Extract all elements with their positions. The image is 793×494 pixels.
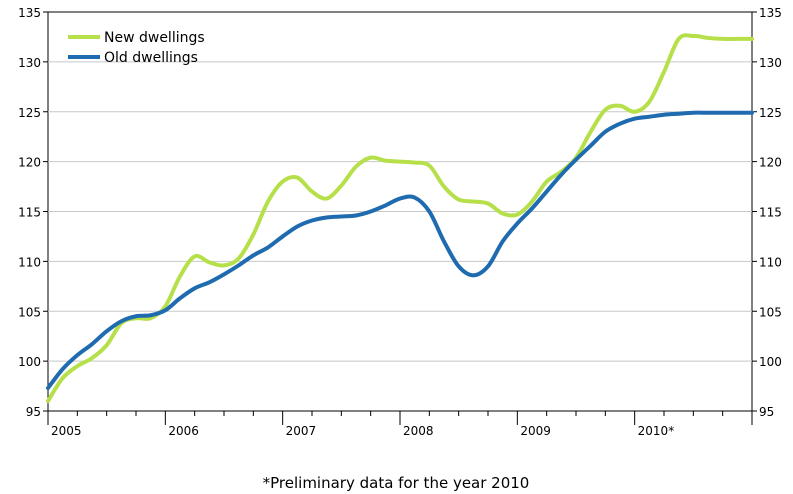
footnote: *Preliminary data for the year 2010 (263, 474, 530, 492)
y-tick-label-right: 120 (759, 156, 782, 170)
x-tick-label: 2005 (51, 424, 82, 438)
y-tick-label-right: 135 (759, 6, 782, 20)
series-lines (46, 33, 754, 404)
y-tick-label-left: 135 (18, 6, 41, 20)
y-tick-label-right: 115 (759, 206, 782, 220)
x-tick-label: 2006 (168, 424, 199, 438)
y-tick-label-left: 120 (18, 156, 41, 170)
y-tick-label-left: 105 (18, 305, 41, 319)
legend-label-old-dwellings: Old dwellings (104, 50, 198, 66)
y-axis-right: 95 100 105 110 115 120 125 130 135 (752, 6, 782, 419)
x-tick-label: 2009 (520, 424, 551, 438)
series-line-new-dwellings (46, 33, 754, 404)
y-tick-label-left: 95 (26, 405, 41, 419)
y-tick-label-left: 130 (18, 56, 41, 70)
x-axis: 2005 2006 2007 2008 2009 2010* (47, 411, 753, 438)
y-tick-label-right: 100 (759, 355, 782, 369)
y-tick-label-left: 110 (18, 255, 41, 269)
y-tick-label-left: 100 (18, 355, 41, 369)
y-tick-label-right: 105 (759, 305, 782, 319)
y-axis-left: 95 100 105 110 115 120 125 130 135 (18, 6, 48, 419)
y-tick-label-left: 115 (18, 206, 41, 220)
legend: New dwellings Old dwellings (68, 30, 205, 66)
x-tick-label: 2010* (638, 424, 675, 438)
y-tick-label-right: 125 (759, 106, 782, 120)
series-line-old-dwellings (46, 110, 754, 391)
y-tick-label-right: 110 (759, 255, 782, 269)
y-tick-label-right: 95 (759, 405, 774, 419)
x-tick-label: 2008 (403, 424, 434, 438)
y-tick-label-right: 130 (759, 56, 782, 70)
x-tick-label: 2007 (286, 424, 317, 438)
y-tick-label-left: 125 (18, 106, 41, 120)
legend-label-new-dwellings: New dwellings (104, 30, 205, 46)
